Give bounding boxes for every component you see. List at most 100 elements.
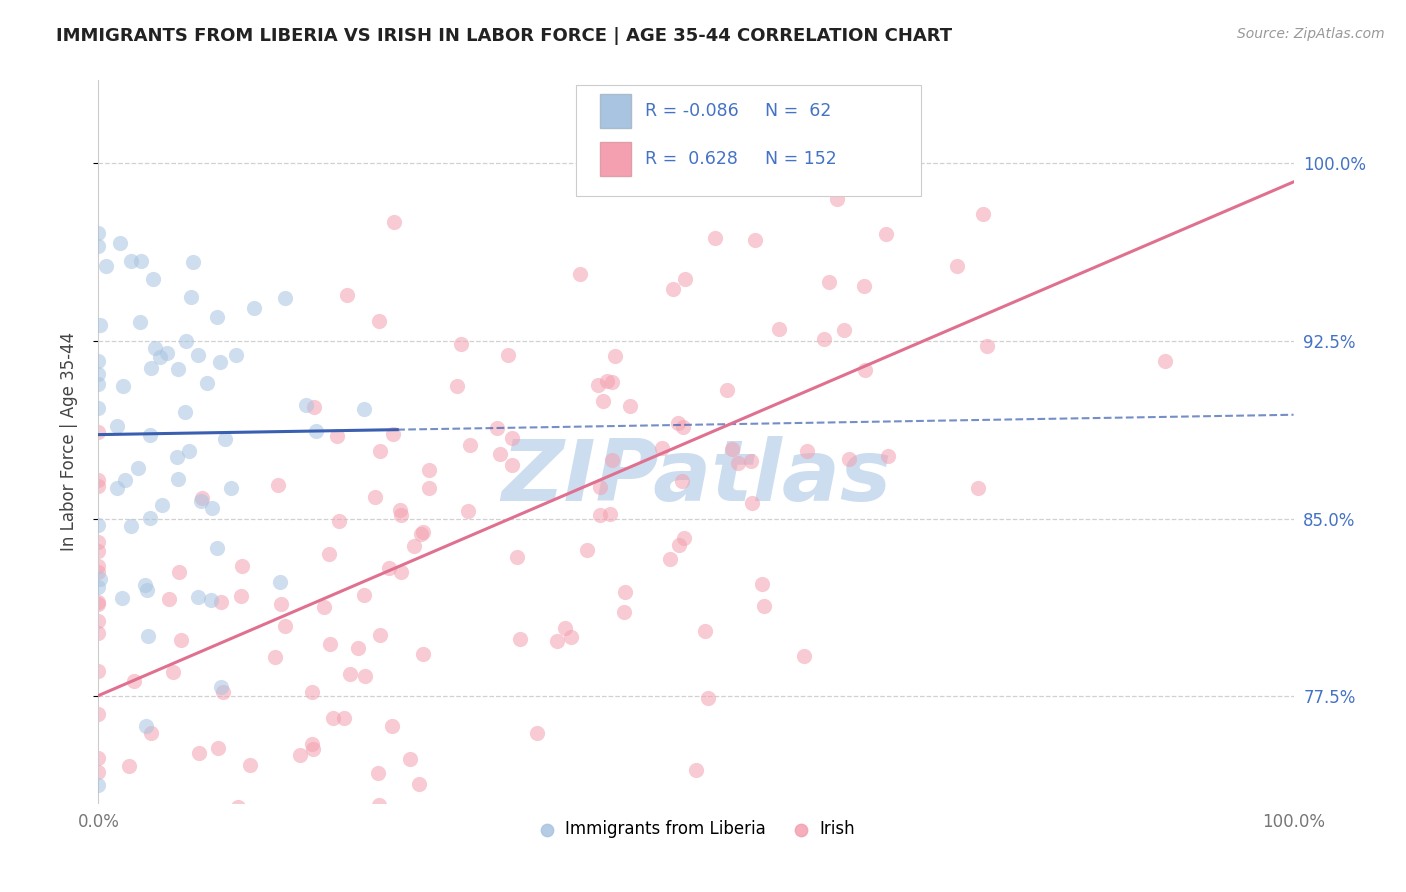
Point xyxy=(211,680,233,694)
Point xyxy=(167,472,190,486)
Point xyxy=(367,766,389,780)
Point xyxy=(239,758,262,772)
Point xyxy=(301,737,323,751)
Point xyxy=(225,348,247,362)
Point xyxy=(347,640,370,655)
Point xyxy=(727,456,749,470)
Y-axis label: In Labor Force | Age 35-44: In Labor Force | Age 35-44 xyxy=(59,332,77,551)
Point xyxy=(270,598,292,612)
Point xyxy=(409,527,432,541)
Point xyxy=(446,378,468,392)
Point xyxy=(302,400,325,414)
Point xyxy=(166,450,188,464)
Point xyxy=(832,322,855,336)
Point xyxy=(87,239,110,253)
Point xyxy=(560,630,582,644)
Point xyxy=(87,597,110,611)
Point xyxy=(105,418,128,433)
Point xyxy=(231,589,253,603)
Point xyxy=(87,559,110,574)
Point xyxy=(389,565,412,579)
Point xyxy=(87,226,110,240)
Point xyxy=(200,593,222,607)
Point xyxy=(89,572,111,586)
Text: ZIPatlas: ZIPatlas xyxy=(501,436,891,519)
Point xyxy=(596,375,619,389)
Point xyxy=(501,458,523,472)
Point xyxy=(139,726,162,740)
Point xyxy=(389,508,412,523)
Point xyxy=(685,764,707,778)
Point xyxy=(336,288,359,302)
Point xyxy=(605,349,627,363)
Point xyxy=(666,416,689,430)
Point xyxy=(412,648,434,662)
Point xyxy=(87,664,110,678)
Text: R =  0.628: R = 0.628 xyxy=(645,151,738,169)
Point xyxy=(658,552,681,566)
Point xyxy=(87,474,110,488)
Point xyxy=(599,507,621,521)
Point xyxy=(751,576,773,591)
Point xyxy=(135,719,157,733)
Point xyxy=(721,442,744,457)
Point xyxy=(195,376,218,391)
Point xyxy=(418,463,440,477)
Point xyxy=(87,425,110,440)
Point xyxy=(87,625,110,640)
Point xyxy=(179,443,201,458)
Point xyxy=(187,590,209,604)
Point xyxy=(142,272,165,286)
Point xyxy=(136,629,159,643)
Point xyxy=(87,765,110,780)
Point xyxy=(378,561,401,575)
Point xyxy=(370,627,392,641)
Point xyxy=(382,426,405,441)
Text: Source: ZipAtlas.com: Source: ZipAtlas.com xyxy=(1237,27,1385,41)
Point xyxy=(162,665,184,679)
Point xyxy=(796,443,818,458)
Point xyxy=(314,599,336,614)
Point xyxy=(87,534,110,549)
Point xyxy=(600,452,623,467)
Point xyxy=(619,400,641,414)
Point xyxy=(353,401,375,416)
Point xyxy=(94,259,117,273)
Point xyxy=(813,332,835,346)
Point xyxy=(418,481,440,495)
Point xyxy=(363,491,385,505)
Point xyxy=(368,314,391,328)
Point xyxy=(129,315,152,329)
Point xyxy=(325,429,347,443)
Point xyxy=(651,177,673,191)
Point xyxy=(139,360,162,375)
Point xyxy=(226,799,249,814)
Point xyxy=(613,605,636,619)
Point xyxy=(219,481,242,495)
Point xyxy=(450,337,472,351)
Point xyxy=(613,584,636,599)
Point xyxy=(382,215,405,229)
Point xyxy=(568,267,591,281)
Point xyxy=(741,496,763,510)
Point xyxy=(945,259,967,273)
Point xyxy=(187,349,209,363)
Point xyxy=(166,362,188,376)
Point xyxy=(576,543,599,558)
Point xyxy=(661,282,683,296)
Point xyxy=(139,428,162,442)
Point xyxy=(105,481,128,495)
Point xyxy=(214,433,236,447)
Point xyxy=(212,685,235,699)
Point xyxy=(111,379,134,393)
Point xyxy=(501,431,523,445)
Point xyxy=(546,634,568,648)
Point xyxy=(389,503,412,517)
Point xyxy=(489,447,512,461)
Point xyxy=(838,451,860,466)
Point xyxy=(318,547,340,561)
Legend: Immigrants from Liberia, Irish: Immigrants from Liberia, Irish xyxy=(530,814,862,845)
Point xyxy=(509,632,531,647)
Point xyxy=(319,637,342,651)
Point xyxy=(589,480,612,494)
